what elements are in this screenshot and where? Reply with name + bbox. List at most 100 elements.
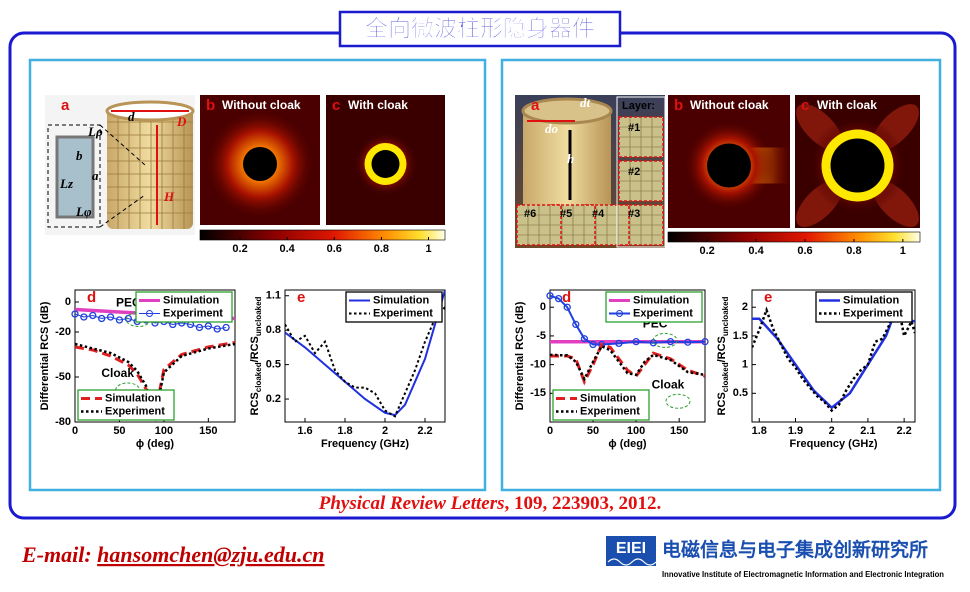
right-panel bbox=[500, 58, 942, 492]
legend-label: Experiment bbox=[843, 307, 903, 319]
email: E-mail: hansomchen@zju.edu.cn bbox=[21, 542, 325, 567]
colorbar-tick-label: 1 bbox=[900, 245, 906, 257]
legend-marker bbox=[146, 310, 153, 317]
logo-mark: EIEI bbox=[616, 540, 646, 557]
legend-label: Experiment bbox=[163, 307, 223, 319]
x-tick-label: 2.2 bbox=[417, 425, 432, 437]
colorbar-tick-label: 0.6 bbox=[327, 243, 342, 255]
unit-cell bbox=[55, 135, 95, 219]
photo-text: D bbox=[176, 114, 187, 129]
cylinder bbox=[523, 107, 611, 217]
y-tick-label: -50 bbox=[55, 371, 71, 383]
x-tick-label: 1.9 bbox=[788, 425, 803, 437]
citation-journal: Physical Review Letters bbox=[318, 493, 505, 514]
data-point bbox=[572, 320, 580, 329]
panel-label: d bbox=[87, 289, 96, 306]
map-label: c bbox=[801, 97, 809, 114]
x-tick-label: 2.2 bbox=[896, 425, 911, 437]
y-tick-label: -10 bbox=[530, 359, 546, 371]
y-tick-label: 0.5 bbox=[266, 359, 281, 371]
plot: 0 50 100 150 0 -20 -50 -80 ϕ (deg) Differential R… bbox=[39, 289, 236, 450]
photo-text: #1 bbox=[628, 122, 640, 134]
data-point bbox=[213, 325, 221, 333]
data-point bbox=[589, 340, 597, 349]
photo-text: #6 bbox=[524, 208, 536, 220]
email-address[interactable]: hansomchen@zju.edu.cn bbox=[97, 542, 324, 567]
y-tick-label: 0 bbox=[65, 296, 71, 308]
colorbar-tick-label: 0.4 bbox=[280, 243, 296, 255]
colorbar-tick-label: 1 bbox=[425, 243, 431, 255]
photo-text: Layer: bbox=[622, 100, 655, 112]
map-label: b bbox=[206, 97, 215, 114]
series-line bbox=[285, 306, 445, 418]
legend-label: Simulation bbox=[373, 294, 430, 306]
series-line bbox=[752, 298, 915, 413]
scatterer bbox=[830, 138, 885, 193]
colorbar-tick-label: 0.2 bbox=[699, 245, 714, 257]
x-tick-label: 0 bbox=[547, 425, 553, 437]
colorbar-tick-label: 0.8 bbox=[846, 245, 861, 257]
zoom-line bbox=[99, 124, 146, 166]
data-point bbox=[80, 313, 88, 321]
legend-label: Simulation bbox=[633, 294, 690, 306]
data-point bbox=[563, 303, 571, 311]
x-tick-label: 150 bbox=[670, 425, 688, 437]
legend-label: Simulation bbox=[580, 392, 637, 404]
photo-text: #3 bbox=[628, 208, 640, 220]
x-tick-label: 150 bbox=[199, 425, 217, 437]
y-axis-label: RCScloaked/RCSuncloaked bbox=[249, 296, 263, 415]
colorbar bbox=[199, 229, 446, 241]
legend-label: Simulation bbox=[163, 294, 220, 306]
legend-box bbox=[345, 291, 443, 323]
x-tick-label: 1.6 bbox=[297, 425, 312, 437]
data-point bbox=[124, 314, 132, 323]
x-axis-label: Frequency (GHz) bbox=[321, 438, 409, 450]
legend-label: Simulation bbox=[843, 294, 900, 306]
data-point bbox=[115, 316, 124, 324]
y-axis-label-part: /RCS bbox=[249, 336, 261, 362]
y-axis-label-part: Differential RCS (dB) bbox=[39, 301, 51, 410]
y-axis-label-part: uncloaked bbox=[721, 296, 730, 336]
map-label: b bbox=[674, 97, 683, 114]
photo-text: dt bbox=[580, 95, 591, 110]
logo-wave bbox=[607, 558, 657, 566]
y-tick-label: -20 bbox=[55, 326, 71, 338]
legend-label: Experiment bbox=[633, 307, 693, 319]
data-point bbox=[106, 313, 115, 321]
legend-label: Experiment bbox=[373, 307, 433, 319]
data-point bbox=[666, 338, 675, 346]
y-axis-label-part: uncloaked bbox=[254, 296, 263, 336]
x-tick-label: 2.1 bbox=[860, 425, 875, 437]
photo-text: h bbox=[567, 151, 574, 166]
series-line bbox=[550, 342, 705, 386]
legend-label: Experiment bbox=[105, 405, 165, 417]
legend-label: Experiment bbox=[580, 405, 640, 417]
citation: Physical Review Letters, 109, 223903, 20… bbox=[318, 493, 661, 514]
annotation-ring bbox=[652, 332, 678, 348]
photo-text: do bbox=[545, 121, 559, 136]
data-point bbox=[195, 323, 204, 332]
annotation-ring bbox=[665, 393, 691, 409]
map-title: With cloak bbox=[817, 98, 877, 112]
layer-box bbox=[616, 96, 666, 248]
x-axis-label: ϕ (deg) bbox=[608, 438, 647, 450]
citation-details: , 109, 223903, 2012. bbox=[504, 493, 661, 514]
y-tick-label: -80 bbox=[55, 416, 71, 428]
photo-text: a bbox=[92, 168, 99, 183]
data-point bbox=[71, 310, 79, 318]
left-panel bbox=[28, 58, 487, 492]
y-tick-label: 0.2 bbox=[266, 393, 281, 405]
photo-text: b bbox=[76, 148, 83, 163]
y-tick-label: -5 bbox=[536, 330, 546, 342]
legend-box bbox=[815, 291, 913, 323]
x-tick-label: 1.8 bbox=[337, 425, 352, 437]
photo-text: #2 bbox=[628, 166, 640, 178]
x-tick-label: 0 bbox=[72, 425, 78, 437]
y-axis-label-part: RCS bbox=[716, 392, 728, 415]
legend-box bbox=[552, 389, 650, 421]
scatterer bbox=[243, 147, 277, 181]
y-axis-label: RCScloaked/RCSuncloaked bbox=[716, 296, 730, 415]
x-tick-label: 2 bbox=[829, 425, 835, 437]
photo-label: a bbox=[61, 97, 70, 114]
